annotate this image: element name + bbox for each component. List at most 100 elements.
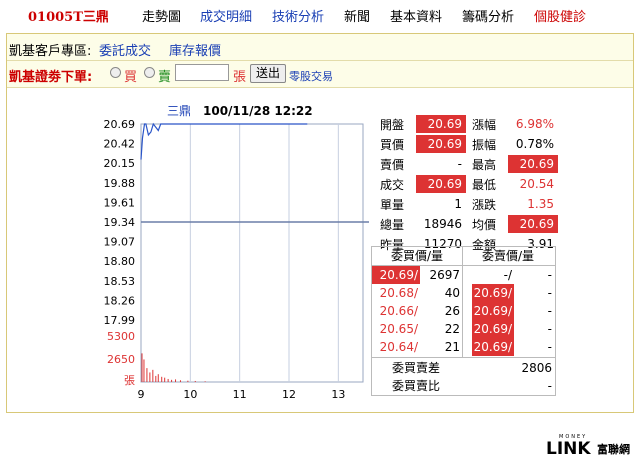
tab-trend[interactable]: 走勢圖: [142, 10, 182, 25]
ratio-value: -: [547, 379, 552, 393]
submit-button[interactable]: 送出: [250, 64, 287, 83]
quantity-input[interactable]: [175, 64, 229, 81]
quote-open: 開盤 20.69: [380, 114, 470, 133]
quote-ask-label: 賣價: [380, 158, 405, 172]
customer-row: 凱基客戶專區: 委託成交 庫存報價: [7, 34, 633, 61]
quote-deal-value: 20.69: [416, 175, 466, 193]
ask-price: 20.69/: [472, 338, 514, 356]
ob-divider-h2: [372, 357, 555, 358]
quote-ask-value: -: [457, 157, 462, 171]
y-tick-label: 19.88: [104, 177, 136, 190]
bid-price: 20.66/: [379, 304, 418, 318]
ask-price: 20.69/: [472, 320, 514, 338]
stock-title: 01005T三鼎: [28, 10, 109, 25]
quote-open-value: 20.69: [416, 115, 466, 133]
quote-bid-value: 20.69: [416, 135, 466, 153]
y-tick-label: 20.15: [104, 157, 136, 170]
ask-price: 20.69/: [472, 284, 514, 302]
chart-subtitle: 100/11/28 12:22: [203, 104, 313, 118]
volume-tick-label: 5300: [107, 330, 135, 343]
order-book: 委買價/量 委賣價/量 20.69/2697 20.68/40 20.66/26 20…: [371, 246, 556, 396]
bid-qty: 21: [444, 340, 460, 354]
diff-label: 委買賣差: [392, 361, 441, 375]
ask-qty: -: [547, 286, 552, 300]
x-tick-label: 12: [282, 388, 296, 401]
quote-open-label: 開盤: [380, 118, 405, 132]
bid-price: 20.64/: [379, 340, 418, 354]
tab-fundamentals[interactable]: 基本資料: [390, 10, 443, 25]
ask-qty: -: [547, 322, 552, 336]
tab-technical[interactable]: 技術分析: [272, 10, 325, 25]
quote-total-value: 18946: [423, 217, 462, 231]
quote-avg: 均價 20.69: [472, 214, 562, 233]
chart-layer: 三鼎 100/11/28 12:22 9 10 11 12 13 20.69 20.42 20.1…: [104, 104, 369, 401]
chart-title: 三鼎: [167, 104, 191, 118]
quote-low-label: 最低: [472, 178, 497, 192]
tab-trades[interactable]: 成交明細: [200, 10, 253, 25]
ask-qty: -: [547, 340, 552, 354]
quote-high: 最高 20.69: [472, 154, 562, 173]
y-tick-label: 19.07: [104, 236, 136, 249]
x-tick-label: 11: [233, 388, 247, 401]
quote-yday-label: 昨量: [380, 238, 405, 252]
y-tick-label: 20.69: [104, 118, 136, 131]
chart-frame: [140, 123, 364, 383]
bid-qty: 22: [444, 322, 460, 336]
order-title: 凱基證劵下單:: [9, 70, 93, 85]
quote-bid: 買價 20.69: [380, 134, 470, 153]
logo-money: MONEY: [559, 434, 587, 440]
quote-chg-value: 1.35: [527, 197, 554, 211]
quote-low-value: 20.54: [519, 177, 554, 191]
sell-radio-circle[interactable]: [144, 67, 155, 78]
x-tick-label: 13: [331, 388, 345, 401]
ratio-label: 委買賣比: [392, 379, 441, 393]
quote-unit-value: 1: [454, 197, 462, 211]
bid-qty: 40: [444, 286, 460, 300]
bid-header: 委買價/量: [390, 249, 444, 263]
volume-tick-label: 張: [124, 374, 135, 387]
quote-bid-label: 買價: [380, 138, 405, 152]
oddlot-link[interactable]: 零股交易: [289, 70, 333, 83]
customer-title: 凱基客戶專區:: [9, 44, 92, 59]
main-panel: 凱基客戶專區: 委託成交 庫存報價 凱基證劵下單: 買 賣 張 送出 零股交易 …: [6, 33, 634, 413]
y-tick-label: 18.80: [104, 255, 136, 268]
quote-chg-pct-value: 6.98%: [515, 117, 554, 131]
bid-price: 20.65/: [379, 322, 418, 336]
quote-chg-pct: 漲幅 6.98%: [472, 114, 562, 132]
orders-link[interactable]: 委託成交: [99, 44, 152, 59]
y-tick-label: 17.99: [104, 314, 136, 327]
bid-qty: 2697: [429, 268, 460, 282]
quote-total-label: 總量: [380, 218, 405, 232]
quote-ask: 賣價 -: [380, 154, 470, 172]
bid-price: 20.69/: [372, 266, 420, 284]
quote-deal: 成交 20.69: [380, 174, 470, 193]
ob-divider-v: [462, 247, 463, 357]
ask-header: 委賣價/量: [481, 249, 535, 263]
diff-value: 2806: [521, 361, 552, 375]
moneylink-logo: MONEY LINK 富聯網: [546, 434, 630, 458]
bid-qty: 26: [444, 304, 460, 318]
inventory-link[interactable]: 庫存報價: [169, 44, 222, 59]
tab-health[interactable]: 個股健診: [534, 10, 587, 25]
quote-avg-label: 均價: [472, 218, 497, 232]
price-chart: 三鼎 100/11/28 12:22 9 10 11 12 13 20.69 20.42 20.1…: [104, 104, 369, 401]
price-line: [140, 122, 308, 160]
ask-price: -/: [503, 268, 512, 282]
buy-radio-circle[interactable]: [110, 67, 121, 78]
quote-amount-value: 3.91: [527, 237, 554, 251]
ob-divider-h1: [372, 265, 555, 266]
quote-high-value: 20.69: [508, 155, 558, 173]
logo-link: LINK: [546, 439, 591, 458]
sell-label: 賣: [158, 70, 172, 85]
bid-price: 20.68/: [379, 286, 418, 300]
quote-chg: 漲跌 1.35: [472, 194, 562, 212]
ask-price: 20.69/: [472, 302, 514, 320]
quote-unit: 單量 1: [380, 194, 470, 212]
y-tick-label: 19.61: [104, 196, 136, 209]
tab-chips[interactable]: 籌碼分析: [462, 10, 515, 25]
y-tick-label: 19.34: [104, 216, 136, 229]
x-tick-label: 9: [138, 388, 145, 401]
y-tick-label: 20.42: [104, 138, 136, 151]
tab-news[interactable]: 新聞: [344, 10, 371, 25]
quote-amp: 振幅 0.78%: [472, 134, 562, 152]
